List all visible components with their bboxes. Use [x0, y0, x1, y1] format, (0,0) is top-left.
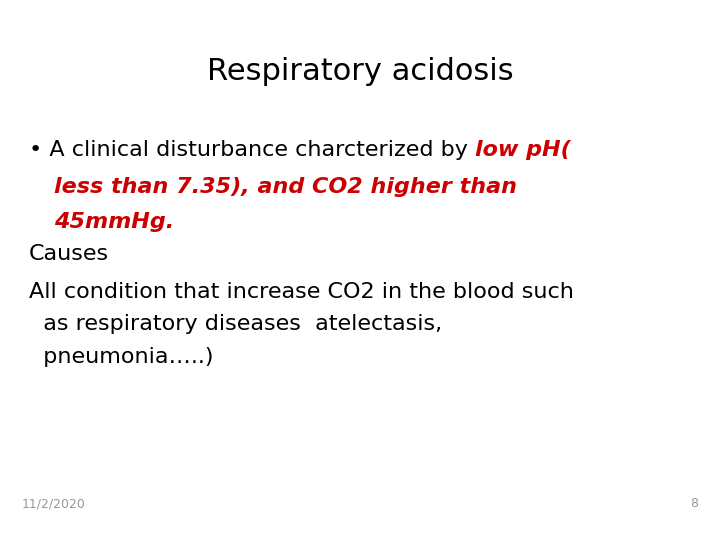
Text: as respiratory diseases  atelectasis,: as respiratory diseases atelectasis, [29, 314, 442, 334]
Text: 45mmHg.: 45mmHg. [54, 212, 174, 232]
Text: pneumonia…..): pneumonia…..) [29, 347, 213, 367]
Text: • A clinical disturbance charcterized by: • A clinical disturbance charcterized by [29, 140, 474, 160]
Text: Respiratory acidosis: Respiratory acidosis [207, 57, 513, 86]
Text: All condition that increase CO2 in the blood such: All condition that increase CO2 in the b… [29, 282, 574, 302]
Text: low pH(: low pH( [474, 140, 570, 160]
Text: 8: 8 [690, 497, 698, 510]
Text: 11/2/2020: 11/2/2020 [22, 497, 86, 510]
Text: less than 7.35), and CO2 higher than: less than 7.35), and CO2 higher than [54, 177, 517, 197]
Text: Causes: Causes [29, 244, 109, 264]
